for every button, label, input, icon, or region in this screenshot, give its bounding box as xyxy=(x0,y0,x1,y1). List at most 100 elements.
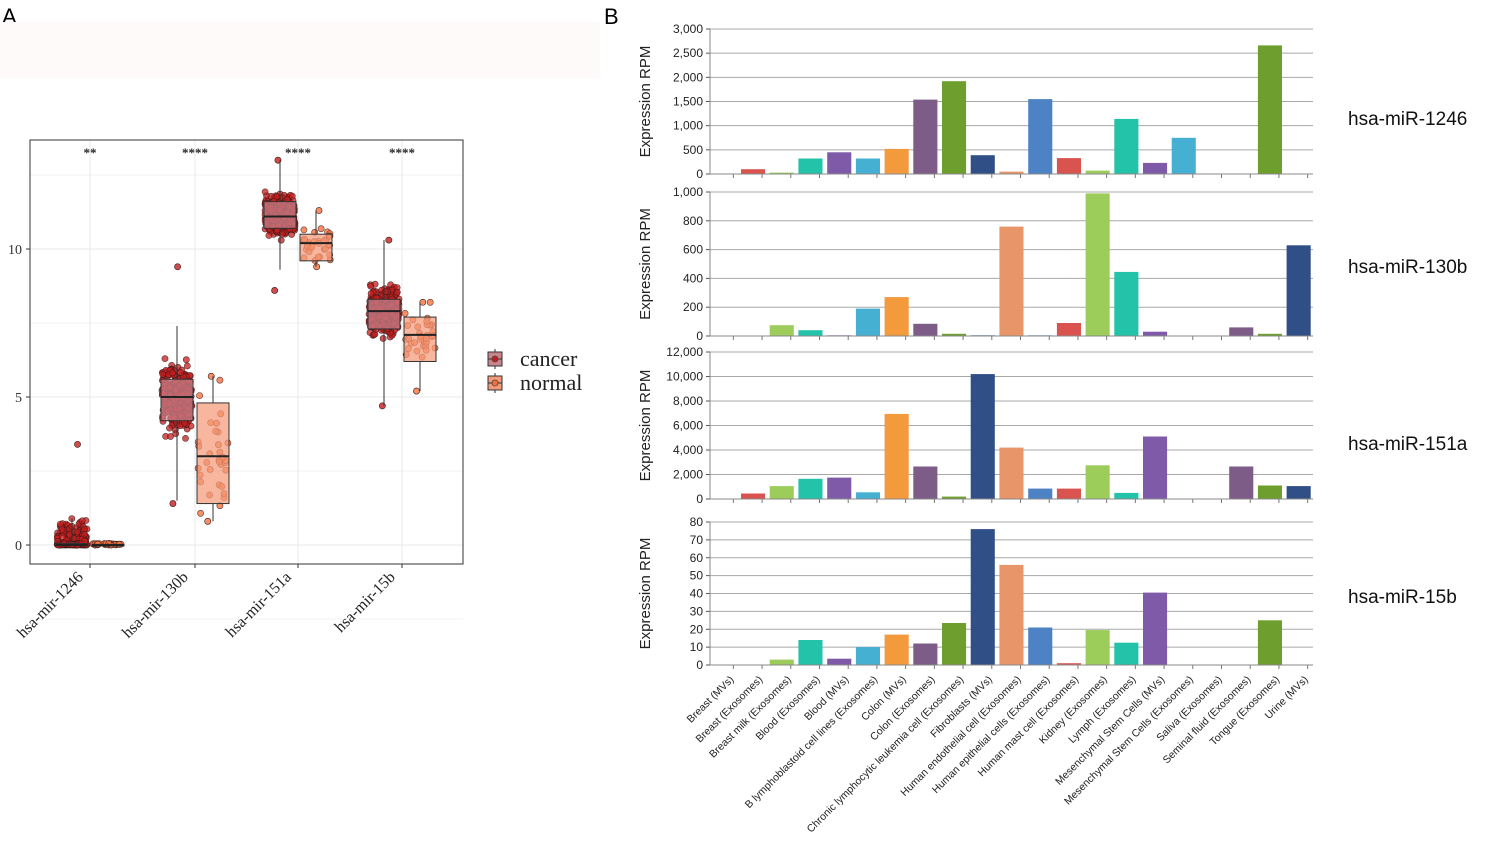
bar-blood-exosomes xyxy=(798,640,823,665)
significance-label: **** xyxy=(389,145,415,160)
jitter-point xyxy=(426,298,434,306)
jitter-point xyxy=(172,430,180,437)
y-tick-label: 3,000 xyxy=(673,22,703,36)
bar-kidney-exosomes xyxy=(1085,630,1110,665)
panel-a-significance-labels: ** **** **** **** xyxy=(84,145,416,160)
panel-b-charts: 05001,0001,5002,0002,5003,000Expression … xyxy=(637,22,1468,672)
panel-b-category-labels: Breast (MVs)Breast (Exosomes)Breast milk… xyxy=(685,674,1311,836)
y-axis-title: Expression RPM xyxy=(637,208,654,320)
jitter-point xyxy=(167,433,174,440)
bar-human-endothelial-cell-exosomes xyxy=(999,564,1024,665)
bar-colon-exosomes xyxy=(913,643,938,665)
panel-b-letter: B xyxy=(604,4,619,29)
y-tick-label: 0 xyxy=(696,658,703,672)
jitter-point xyxy=(367,282,375,290)
outlier-point xyxy=(315,207,323,214)
panel-a-header-band xyxy=(0,22,600,78)
jitter-point xyxy=(197,509,204,517)
bar-human-mast-cell-exosomes xyxy=(1056,663,1081,665)
y-axis-title: Expression RPM xyxy=(637,46,654,158)
y-tick-label: 600 xyxy=(683,243,703,257)
y-tick-label: 400 xyxy=(683,271,703,285)
significance-label: ** xyxy=(84,145,97,160)
y-tick-label: 12,000 xyxy=(666,345,703,359)
bar-lymph-exosomes xyxy=(1114,271,1139,336)
y-tick-label: 70 xyxy=(690,533,704,547)
legend: cancer normal xyxy=(487,346,582,395)
box-iqr xyxy=(367,298,401,330)
bar-human-epithelial-cells-exosomes xyxy=(1028,627,1053,665)
y-tick-label: 0 xyxy=(696,167,703,181)
y-tick-label: 10 xyxy=(8,243,22,258)
y-tick-label: 50 xyxy=(690,569,704,583)
x-tick-label: hsa-mir-151a xyxy=(223,569,295,641)
jitter-point xyxy=(56,520,64,528)
bar-seminal-fluid-exosomes xyxy=(1229,466,1254,499)
series-title: hsa-miR-1246 xyxy=(1348,109,1467,130)
box-iqr xyxy=(403,316,437,362)
bar-blood-exosomes xyxy=(798,478,823,499)
jitter-point xyxy=(265,232,273,239)
box-cancer-hsa-mir-1246 xyxy=(55,518,89,546)
y-tick-label: 80 xyxy=(690,515,704,529)
series-title: hsa-miR-15b xyxy=(1348,587,1457,608)
jitter-point xyxy=(379,335,387,342)
bar-tongue-exosomes xyxy=(1257,45,1282,175)
legend-key-cancer xyxy=(487,349,503,369)
bar-colon-mvs xyxy=(884,634,909,665)
bar-human-endothelial-cell-exosomes xyxy=(999,447,1024,499)
plot-panel-background xyxy=(30,140,463,564)
bar-tongue-exosomes xyxy=(1257,333,1282,336)
bar-human-mast-cell-exosomes xyxy=(1056,158,1081,174)
bar-blood-mvs xyxy=(827,658,852,665)
bar-kidney-exosomes xyxy=(1085,193,1110,336)
box-normal-hsa-mir-151a xyxy=(299,210,333,267)
y-tick-label: 0 xyxy=(15,539,22,554)
bar-urine-mvs xyxy=(1286,486,1311,499)
y-tick-label: 800 xyxy=(683,214,703,228)
bar-colon-mvs xyxy=(884,297,909,336)
y-axis-title: Expression RPM xyxy=(637,538,654,650)
bar-seminal-fluid-exosomes xyxy=(1229,327,1254,336)
legend-label-cancer: cancer xyxy=(520,346,578,371)
bar-colon-exosomes xyxy=(913,323,938,336)
bar-human-epithelial-cells-exosomes xyxy=(1028,488,1053,499)
bar-kidney-exosomes xyxy=(1085,170,1110,174)
jitter-point xyxy=(401,309,409,317)
bar-blood-exosomes xyxy=(798,330,823,336)
outlier-point xyxy=(385,236,393,244)
box-iqr xyxy=(299,233,333,262)
bar-chart-hsa-mir-1246: 0 500 1,000 1,500 2,000 2,500 3,000 Expression … xyxy=(637,22,1467,181)
y-tick-label: 2,000 xyxy=(673,468,703,482)
bar-chronic-lymphocytic-leukemia-cell-exosomes xyxy=(942,333,967,336)
outlier-point xyxy=(174,263,181,271)
box-normal-hsa-mir-1246 xyxy=(91,543,125,547)
jitter-point xyxy=(183,362,191,370)
jitter-point xyxy=(288,192,296,200)
bar-human-epithelial-cells-exosomes xyxy=(1028,99,1053,174)
series-title: hsa-miR-130b xyxy=(1348,257,1467,278)
bar-fibroblasts-mvs xyxy=(970,155,995,174)
y-tick-label: 2,000 xyxy=(673,70,703,84)
jitter-point xyxy=(393,288,401,296)
bar-breast-milk-exosomes xyxy=(769,325,794,336)
box-iqr xyxy=(263,201,297,229)
bar-breast-exosomes xyxy=(741,493,766,499)
bar-human-mast-cell-exosomes xyxy=(1056,488,1081,499)
bar-chronic-lymphocytic-leukemia-cell-exosomes xyxy=(942,81,967,174)
bar-fibroblasts-mvs xyxy=(970,529,995,665)
bar-urine-mvs xyxy=(1286,245,1311,336)
y-tick-label: 40 xyxy=(690,587,704,601)
y-tick-label: 0 xyxy=(696,329,703,343)
bar-fibroblasts-mvs xyxy=(970,374,995,499)
y-tick-label: 20 xyxy=(690,622,704,636)
y-tick-label: 30 xyxy=(690,604,704,618)
bar-blood-mvs xyxy=(827,152,852,175)
bar-mesenchymal-stem-cells-mvs xyxy=(1143,331,1168,336)
jitter-point xyxy=(182,356,190,364)
legend-label-normal: normal xyxy=(520,370,582,395)
x-tick-label: hsa-mir-15b xyxy=(332,569,399,636)
legend-key-normal xyxy=(487,373,503,393)
bar-chart-hsa-mir-15b: 0 10 20 30 40 50 60 70 80 Expression RPM hsa-miR-1… xyxy=(637,515,1457,672)
significance-label: **** xyxy=(285,145,311,160)
